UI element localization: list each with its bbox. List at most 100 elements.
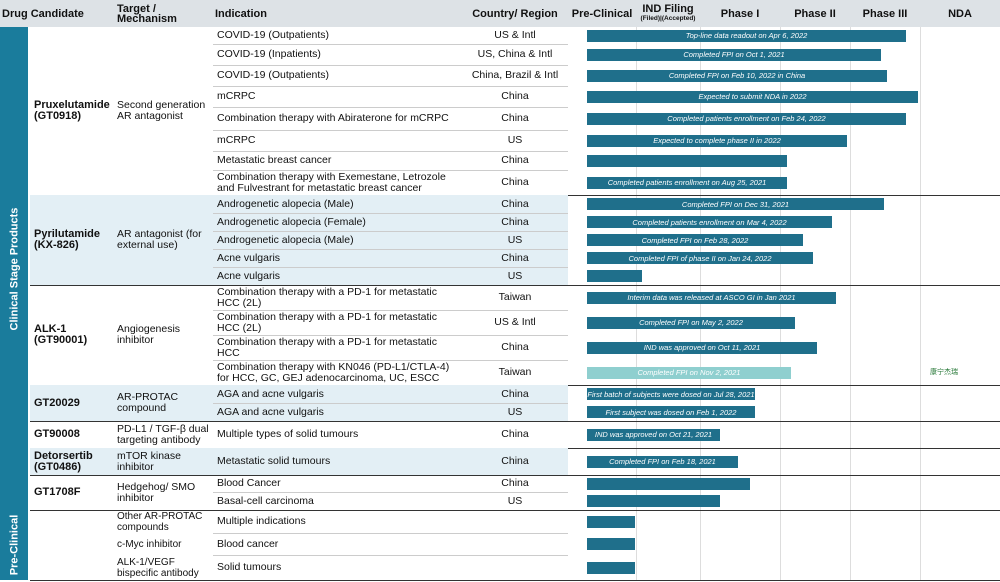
row-line [213, 151, 568, 152]
bar-note: Completed FPI on Oct 1, 2021 [683, 50, 785, 59]
group-line [30, 510, 1000, 511]
target: mTOR kinase inhibitor [117, 449, 181, 473]
indication: Acne vulgaris [217, 269, 281, 282]
col-line [636, 27, 637, 580]
progress-bar [587, 477, 750, 490]
country: US [507, 405, 523, 418]
row-line [213, 249, 568, 250]
target: AR antagonist (for external use) [117, 228, 202, 251]
progress-bar [587, 515, 635, 528]
country: US [507, 134, 523, 146]
indication: COVID-19 (Outpatients) [217, 69, 330, 81]
indication: COVID-19 (Inpatients) [217, 48, 321, 60]
country: US [507, 269, 523, 282]
bar-note: Completed FPI on Dec 31, 2021 [681, 199, 790, 209]
indication: Androgenetic alopecia (Female) [217, 215, 366, 228]
progress-bar: Completed FPI on Feb 28, 2022 [587, 234, 803, 246]
col-line [780, 27, 781, 580]
target: ALK-1/VEGF bispecific antibody [117, 556, 199, 579]
bar-note: Completed FPI on Feb 10, 2022 in China [668, 71, 806, 80]
progress-bar: IND was approved on Oct 11, 2021 [587, 341, 817, 354]
progress-bar [587, 538, 635, 550]
bar-note: Completed patients enrollment on Aug 25,… [607, 178, 767, 187]
indication: Metastatic breast cancer [217, 154, 332, 166]
indication: Multiple types of solid tumours [217, 428, 359, 440]
indication: Blood Cancer [217, 477, 281, 489]
progress-bar [587, 495, 720, 507]
row-line [213, 170, 568, 171]
drug-name: ALK-1 (GT90001) [34, 323, 88, 346]
row-line [213, 44, 568, 45]
header-bg [0, 0, 1000, 27]
bar-note: Completed FPI of phase II on Jan 24, 202… [628, 253, 772, 263]
progress-bar: Completed FPI on May 2, 2022 [587, 316, 795, 329]
indication: Basal-cell carcinoma [217, 494, 314, 507]
section-label: Pre-Clinical [0, 510, 28, 580]
drug-name: GT90008 [34, 428, 80, 440]
country: US [507, 494, 523, 507]
header-cell: Indication [215, 7, 267, 20]
bar-note: Expected to complete phase II in 2022 [653, 136, 781, 145]
country: US, China & Intl [477, 48, 553, 60]
header-cell: Phase II [794, 7, 836, 20]
progress-bar: Expected to submit NDA in 2022 [587, 90, 918, 103]
indication: mCRPC [217, 134, 256, 146]
target: Second generation AR antagonist [117, 99, 206, 122]
bar-note: Completed FPI on Feb 18, 2021 [609, 457, 716, 466]
row-line [213, 360, 568, 361]
target: Other AR-PROTAC compounds [117, 510, 203, 533]
col-line [920, 27, 921, 580]
bar-note: IND was approved on Oct 11, 2021 [643, 343, 761, 352]
ind-sub: (Filed)|(Accepted) [640, 14, 696, 22]
row-line [213, 231, 568, 232]
bar-note: Expected to submit NDA in 2022 [698, 92, 807, 101]
progress-bar: Completed patients enrollment on Aug 25,… [587, 176, 787, 189]
progress-bar [587, 561, 635, 574]
drug-name: Detorsertib (GT0486) [34, 449, 93, 473]
section-text: Pre-Clinical [8, 514, 20, 576]
country: China [501, 90, 529, 102]
header-cell: NDA [948, 7, 972, 20]
row-line [213, 86, 568, 87]
header-cell: Country/ Region [472, 7, 558, 20]
bar-note: IND was approved on Oct 21, 2021 [594, 430, 713, 439]
row-line [213, 533, 568, 534]
country: China [501, 215, 529, 228]
country: Taiwan [498, 366, 532, 378]
col-line [700, 27, 701, 580]
drug-name: GT1708F [34, 486, 81, 498]
col-line [850, 27, 851, 580]
indication: Combination therapy with Exemestane, Let… [217, 170, 446, 194]
indication: Combination therapy with a PD-1 for meta… [217, 335, 438, 359]
indication: Combination therapy with a PD-1 for meta… [217, 285, 438, 309]
progress-bar: Top-line data readout on Apr 6, 2022 [587, 29, 906, 42]
indication: Metastatic solid tumours [217, 455, 331, 467]
header-cell: Phase I [720, 7, 760, 20]
header-cell: Pre-Clinical [571, 7, 633, 20]
progress-bar: Expected to complete phase II in 2022 [587, 134, 847, 147]
progress-bar: Completed patients enrollment on Feb 24,… [587, 112, 906, 125]
bar-note: Interim data was released at ASCO GI in … [627, 293, 796, 302]
row-line [213, 267, 568, 268]
progress-bar: Completed FPI on Feb 18, 2021 [587, 455, 738, 468]
progress-bar: First subject was dosed on Feb 1, 2022 [587, 406, 755, 418]
group-bg [30, 448, 568, 475]
country: China, Brazil & Intl [471, 69, 559, 81]
header-cell: Target / Mechanism [117, 2, 177, 25]
indication: AGA and acne vulgaris [217, 387, 324, 400]
group-line [30, 580, 1000, 581]
country: China [501, 428, 529, 440]
section-text: Clinical Stage Products [8, 207, 20, 330]
indication: AGA and acne vulgaris [217, 405, 324, 418]
bar-note: Completed FPI on May 2, 2022 [639, 318, 743, 327]
country: China [501, 387, 529, 400]
progress-bar [587, 154, 787, 167]
progress-bar: IND was approved on Oct 21, 2021 [587, 428, 720, 441]
progress-bar: Completed FPI on Nov 2, 2021 [587, 366, 791, 379]
country: China [501, 477, 529, 489]
row-line [213, 130, 568, 131]
country: China [501, 176, 529, 188]
group-line [30, 475, 1000, 476]
header-cell: Drug Candidate [2, 7, 84, 20]
